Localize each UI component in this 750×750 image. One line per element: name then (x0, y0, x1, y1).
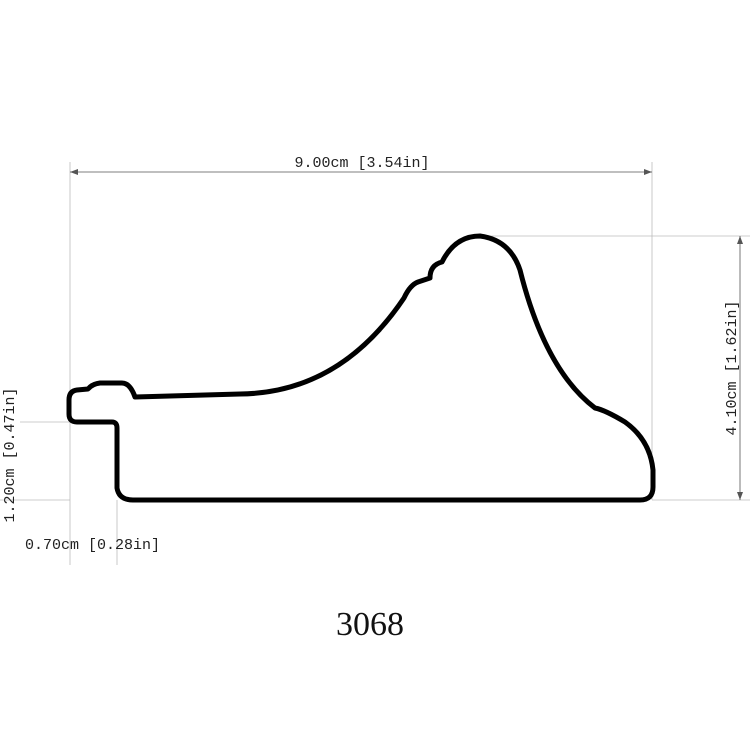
dimension-lines (70, 169, 743, 500)
extension-lines (0, 162, 750, 565)
profile-outline (66, 233, 656, 503)
lip-width-label: 0.70cm [0.28in] (25, 537, 160, 554)
lip-height-label: 1.20cm [0.47in] (2, 387, 19, 522)
height-label: 4.10cm [1.62in] (724, 300, 741, 435)
product-code: 3068 (336, 606, 404, 643)
width-label: 9.00cm [3.54in] (294, 155, 429, 172)
